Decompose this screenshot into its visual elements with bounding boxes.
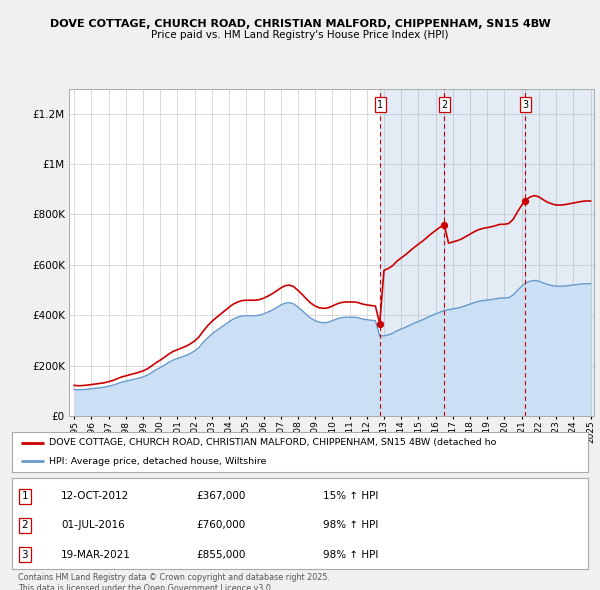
Text: 12-OCT-2012: 12-OCT-2012	[61, 491, 129, 501]
Text: 1: 1	[377, 100, 383, 110]
Point	[376, 319, 385, 328]
Text: 98% ↑ HPI: 98% ↑ HPI	[323, 550, 379, 560]
Point	[521, 196, 530, 205]
Text: £760,000: £760,000	[196, 520, 245, 530]
Text: £855,000: £855,000	[196, 550, 245, 560]
Bar	[380, 88, 444, 416]
Text: 15% ↑ HPI: 15% ↑ HPI	[323, 491, 379, 501]
Text: DOVE COTTAGE, CHURCH ROAD, CHRISTIAN MALFORD, CHIPPENHAM, SN15 4BW: DOVE COTTAGE, CHURCH ROAD, CHRISTIAN MAL…	[50, 19, 550, 29]
Text: Price paid vs. HM Land Registry's House Price Index (HPI): Price paid vs. HM Land Registry's House …	[151, 30, 449, 40]
Text: 98% ↑ HPI: 98% ↑ HPI	[323, 520, 379, 530]
Point	[439, 220, 449, 230]
Text: £367,000: £367,000	[196, 491, 245, 501]
Text: 19-MAR-2021: 19-MAR-2021	[61, 550, 131, 560]
Text: 3: 3	[522, 100, 529, 110]
Bar	[444, 88, 526, 416]
Bar	[526, 88, 594, 416]
Text: HPI: Average price, detached house, Wiltshire: HPI: Average price, detached house, Wilt…	[49, 457, 267, 466]
Text: DOVE COTTAGE, CHURCH ROAD, CHRISTIAN MALFORD, CHIPPENHAM, SN15 4BW (detached ho: DOVE COTTAGE, CHURCH ROAD, CHRISTIAN MAL…	[49, 438, 497, 447]
Text: 01-JUL-2016: 01-JUL-2016	[61, 520, 125, 530]
Text: 1: 1	[22, 491, 28, 501]
Text: 2: 2	[441, 100, 448, 110]
Text: 2: 2	[22, 520, 28, 530]
Text: 3: 3	[22, 550, 28, 560]
Text: Contains HM Land Registry data © Crown copyright and database right 2025.
This d: Contains HM Land Registry data © Crown c…	[18, 573, 330, 590]
